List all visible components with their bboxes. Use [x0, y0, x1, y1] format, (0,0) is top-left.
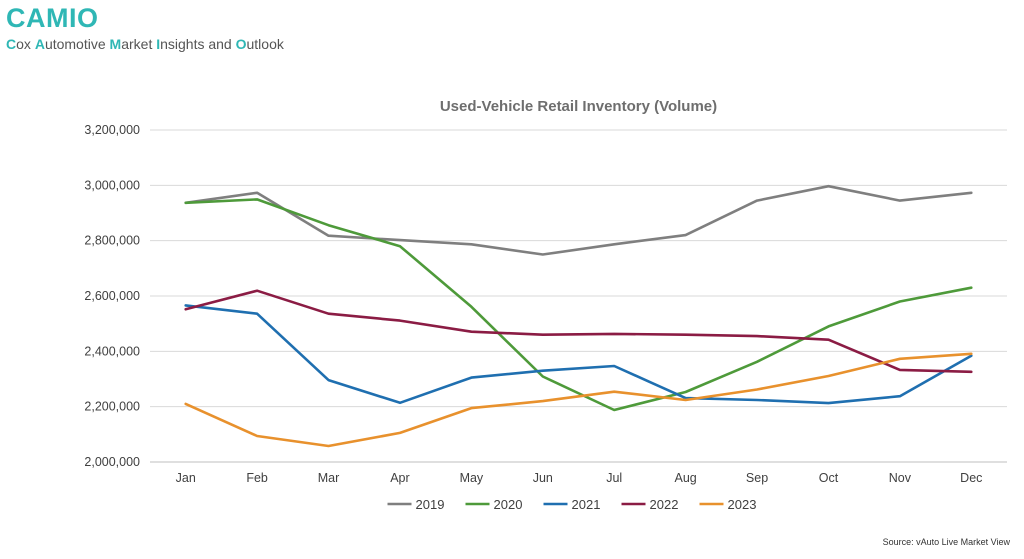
x-tick-label: Oct [819, 471, 839, 485]
brand-subtitle-part: utomotive [44, 36, 110, 52]
series-line-2019 [184, 184, 973, 256]
brand-subtitle-part: arket [121, 36, 157, 52]
legend-label: 2020 [494, 497, 523, 512]
legend-label: 2019 [416, 497, 445, 512]
brand-subtitle-part: ox [16, 36, 35, 52]
y-tick-label: 2,200,000 [84, 400, 140, 414]
x-tick-label: Apr [390, 471, 409, 485]
x-tick-label: Nov [889, 471, 912, 485]
brand-header: CAMIO Cox Automotive Market Insights and… [6, 2, 284, 52]
legend-label: 2023 [728, 497, 757, 512]
brand-subtitle: Cox Automotive Market Insights and Outlo… [6, 36, 284, 52]
y-tick-label: 2,000,000 [84, 455, 140, 469]
brand-subtitle-part: nsights and [160, 36, 236, 52]
x-tick-label: Dec [960, 471, 982, 485]
y-tick-label: 2,800,000 [84, 234, 140, 248]
y-tick-label: 2,600,000 [84, 289, 140, 303]
x-tick-label: Sep [746, 471, 768, 485]
brand-subtitle-part: utlook [246, 36, 284, 52]
x-tick-label: Jul [606, 471, 622, 485]
legend-label: 2021 [572, 497, 601, 512]
series-line-2022 [184, 289, 973, 374]
brand-subtitle-part: M [109, 36, 122, 52]
y-tick-label: 2,400,000 [84, 344, 140, 358]
x-tick-label: May [460, 471, 484, 485]
x-tick-label: Aug [675, 471, 697, 485]
brand-subtitle-part: A [34, 36, 45, 52]
brand-subtitle-part: O [235, 36, 247, 52]
series-line-2021 [184, 304, 973, 405]
chart-title: Used-Vehicle Retail Inventory (Volume) [440, 98, 717, 115]
x-tick-label: Mar [318, 471, 340, 485]
x-tick-label: Jun [533, 471, 553, 485]
y-tick-label: 3,200,000 [84, 123, 140, 137]
y-tick-label: 3,000,000 [84, 178, 140, 192]
x-tick-label: Feb [246, 471, 268, 485]
brand-title: CAMIO [6, 3, 99, 33]
series-line-2020 [184, 198, 973, 412]
x-tick-label: Jan [176, 471, 196, 485]
legend-label: 2022 [650, 497, 679, 512]
brand-subtitle-part: C [6, 36, 17, 52]
series-line-2023 [184, 352, 973, 448]
source-note: Source: vAuto Live Market View [882, 537, 1010, 547]
brand-subtitle-part: I [156, 36, 161, 52]
